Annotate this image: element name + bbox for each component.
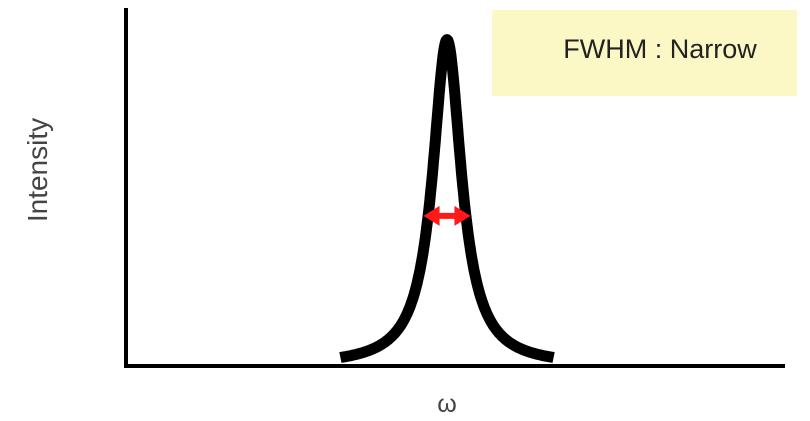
x-axis-title: ω — [437, 390, 457, 418]
y-axis-title: Intensity — [22, 118, 53, 222]
fwhm-arrow-right-head — [454, 205, 471, 226]
fwhm-arrow-left-head — [423, 205, 440, 226]
fwhm-label-box — [492, 10, 797, 96]
fwhm-label-text: FWHM : Narrow — [563, 34, 757, 64]
fwhm-double-arrow — [423, 205, 471, 226]
peak-curve — [335, 34, 559, 363]
